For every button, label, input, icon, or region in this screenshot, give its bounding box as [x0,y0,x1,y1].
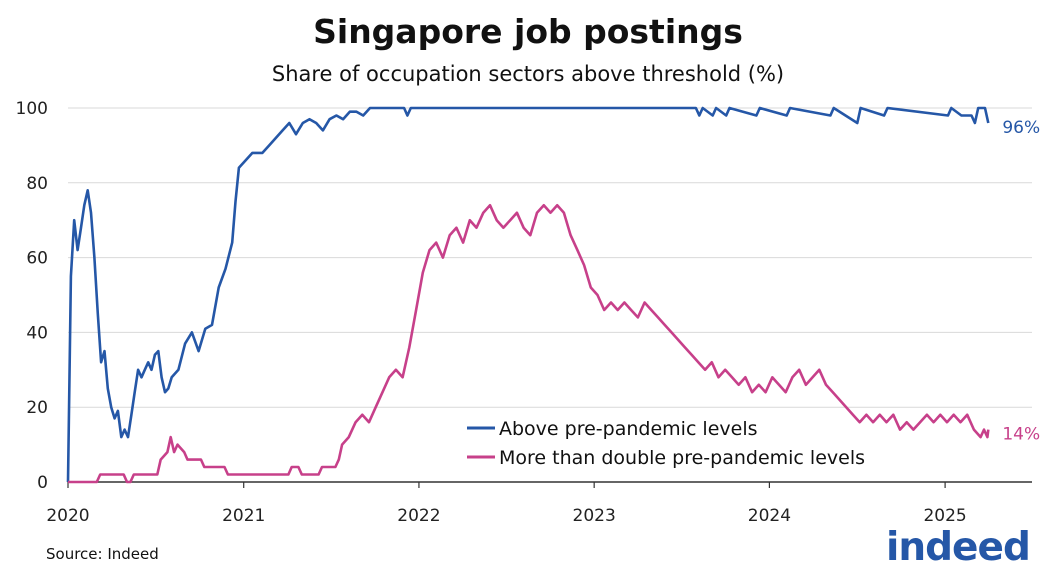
y-tick-label: 80 [26,174,48,194]
source-note: Source: Indeed [46,545,159,563]
x-axis-tick-labels: 2020 2021 2022 2023 2024 2025 [46,482,967,526]
series-lines [66,106,990,484]
series-end-label-2: 14% [1002,425,1040,445]
x-tick-label: 2020 [46,506,89,526]
indeed-logo: indeed [886,525,1031,570]
series-line-2 [68,203,990,484]
legend: Above pre-pandemic levels More than doubl… [467,418,865,469]
y-tick-label: 0 [37,473,48,493]
series-end-label-1: 96% [1002,118,1040,138]
x-tick-label: 2021 [222,506,265,526]
x-tick-label: 2025 [923,506,966,526]
y-tick-label: 20 [26,398,48,418]
series-end-labels: 96% 14% [1002,118,1040,445]
legend-label-1: Above pre-pandemic levels [499,418,758,440]
x-tick-label: 2023 [573,506,616,526]
y-tick-label: 100 [16,99,48,119]
x-tick-label: 2022 [397,506,440,526]
y-tick-label: 60 [26,249,48,269]
gridlines [68,107,1032,408]
x-tick-label: 2024 [748,506,791,526]
y-tick-label: 40 [26,323,48,343]
chart-title: Singapore job postings [313,12,743,51]
series-line-1 [66,106,990,483]
y-axis-tick-labels: 0 20 40 60 80 100 [16,99,48,493]
legend-label-2: More than double pre-pandemic levels [499,447,865,469]
chart-subtitle: Share of occupation sectors above thresh… [271,62,785,86]
